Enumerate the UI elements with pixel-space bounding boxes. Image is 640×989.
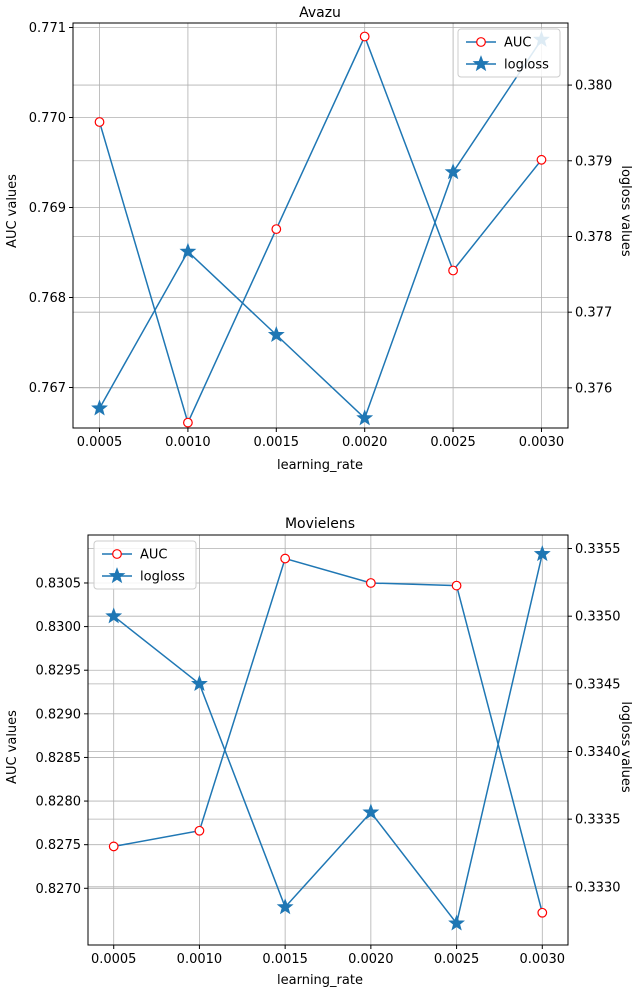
right-axis-label: logloss values (618, 165, 633, 257)
right-tick-label: 0.376 (575, 381, 612, 396)
data-point-AUC (194, 825, 205, 836)
left-tick-label: 0.8280 (36, 795, 82, 810)
data-point-AUC (448, 265, 458, 276)
x-tick-label: 0.0020 (348, 952, 394, 967)
data-point-logloss (179, 242, 197, 259)
right-tick-label: 0.380 (575, 79, 612, 94)
left-tick-label: 0.8285 (36, 751, 82, 766)
left-tick-label: 0.8305 (36, 576, 82, 591)
left-tick-label: 0.767 (29, 381, 66, 396)
chart-title: Avazu (299, 5, 341, 21)
left-tick-label: 0.8275 (36, 838, 82, 853)
x-tick-label: 0.0005 (77, 435, 123, 450)
left-axis-label: AUC values (5, 174, 20, 248)
left-tick-label: 0.770 (29, 111, 66, 126)
data-point-logloss (356, 409, 374, 426)
data-point-logloss (444, 163, 462, 180)
data-point-logloss (267, 326, 285, 343)
right-axis-label: logloss values (618, 701, 633, 793)
left-tick-label: 0.8270 (36, 882, 82, 897)
legend-label: AUC (504, 36, 532, 51)
data-point-logloss (448, 914, 465, 931)
x-tick-label: 0.0010 (177, 952, 223, 967)
series-line-AUC (98, 34, 543, 425)
x-tick-label: 0.0020 (342, 435, 388, 450)
legend-label: AUC (140, 548, 168, 563)
series-line-logloss (98, 39, 543, 420)
data-point-AUC (537, 907, 548, 918)
x-tick-label: 0.0005 (91, 952, 137, 967)
x-tick-label: 0.0025 (434, 952, 480, 967)
left-axis-label: AUC values (5, 710, 20, 784)
plot-frame (72, 22, 569, 429)
x-tick-label: 0.0030 (520, 952, 566, 967)
legend-marker-circle (476, 37, 486, 47)
left-tick-label: 0.771 (29, 21, 66, 36)
right-tick-label: 0.3345 (575, 677, 621, 692)
x-tick-label: 0.0010 (165, 435, 211, 450)
x-axis-label: learning_rate (277, 973, 363, 988)
data-point-AUC (359, 31, 370, 42)
series-line-logloss (113, 553, 544, 926)
legend-marker-circle (112, 549, 122, 559)
data-point-logloss (362, 803, 380, 820)
x-tick-label: 0.0015 (254, 435, 300, 450)
data-point-AUC (365, 578, 376, 588)
legend-marker-star (472, 55, 490, 72)
chart-avazu: Avazu learning_rate AUC values logloss v… (5, 5, 633, 473)
data-point-AUC (108, 841, 119, 852)
data-point-logloss (276, 898, 294, 915)
legend-label: logloss (504, 58, 549, 73)
right-tick-label: 0.377 (575, 306, 612, 321)
chart-title: Movielens (285, 516, 355, 532)
legend: AUC logloss (457, 28, 561, 78)
plot-area: 0.0005 0.0010 0.0015 0.0020 0.0025 0.0030 0.76… (29, 21, 612, 450)
x-tick-label: 0.0030 (519, 435, 565, 450)
data-point-AUC (271, 224, 282, 235)
left-tick-label: 0.8300 (36, 620, 82, 635)
data-point-AUC (451, 580, 462, 591)
data-point-logloss (533, 545, 551, 562)
right-tick-label: 0.3355 (575, 542, 621, 557)
data-point-AUC (94, 117, 105, 127)
plot-frame (87, 534, 569, 946)
chart-movielens: Movielens learning_rate AUC values loglo… (5, 516, 633, 988)
data-point-AUC (536, 154, 547, 165)
legend: AUC logloss (93, 540, 197, 590)
x-axis-label: learning_rate (277, 458, 363, 473)
right-tick-label: 0.378 (575, 230, 612, 245)
data-point-logloss (191, 674, 208, 692)
x-tick-label: 0.0015 (262, 952, 308, 967)
series-line-AUC (113, 557, 544, 913)
right-tick-label: 0.379 (575, 154, 612, 169)
legend-label: logloss (140, 570, 185, 585)
right-tick-label: 0.3330 (575, 880, 621, 895)
left-tick-label: 0.8290 (36, 707, 82, 722)
right-tick-label: 0.3335 (575, 813, 621, 828)
legend-marker-star (108, 567, 126, 584)
right-tick-label: 0.3350 (575, 610, 621, 625)
left-tick-label: 0.8295 (36, 664, 82, 679)
data-point-logloss (105, 607, 123, 624)
data-point-AUC (280, 553, 291, 564)
left-tick-label: 0.769 (29, 201, 66, 216)
plot-area: 0.0005 0.0010 0.0015 0.0020 0.0025 0.0030 0.82… (36, 534, 621, 967)
data-point-AUC (183, 417, 193, 428)
data-point-logloss (91, 399, 108, 416)
left-tick-label: 0.768 (29, 291, 66, 306)
right-tick-label: 0.3340 (575, 745, 621, 760)
x-tick-label: 0.0025 (430, 435, 476, 450)
